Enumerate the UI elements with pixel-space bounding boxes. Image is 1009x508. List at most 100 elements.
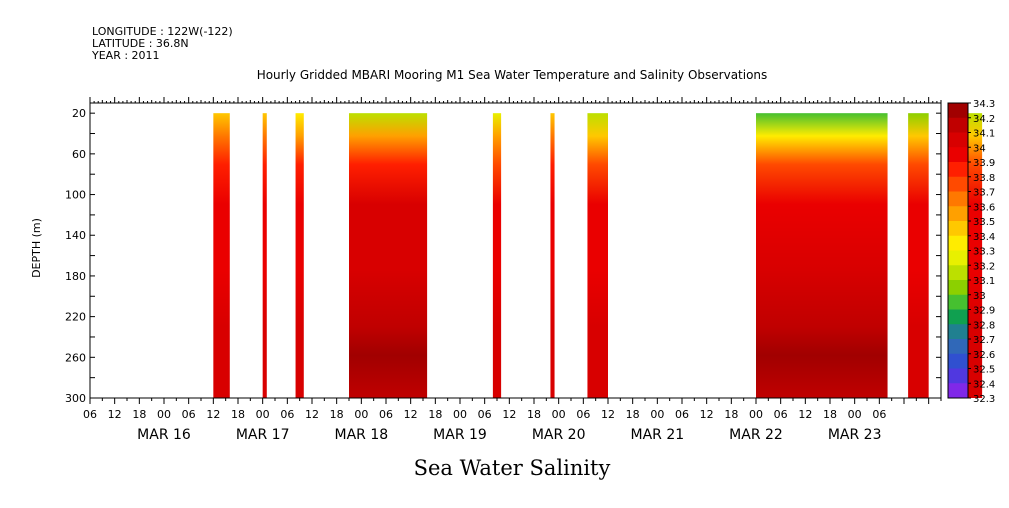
x-tick-label: 00 <box>552 408 566 421</box>
colorbar-swatch <box>948 265 968 281</box>
plot-frame <box>89 102 942 399</box>
data-band <box>349 113 428 398</box>
y-tick-label: 300 <box>65 392 86 405</box>
y-tick-label: 180 <box>65 270 86 283</box>
colorbar-swatch <box>948 103 968 119</box>
colorbar-label: 34.2 <box>973 114 995 125</box>
x-day-label: MAR 16 <box>137 427 191 443</box>
colorbar-swatch <box>948 383 968 399</box>
data-band <box>756 113 888 398</box>
x-tick-label: 00 <box>453 408 467 421</box>
colorbar-label: 32.9 <box>973 306 995 317</box>
variable-title: Sea Water Salinity <box>414 456 611 480</box>
colorbar-swatch <box>948 191 968 207</box>
data-band <box>213 113 230 398</box>
x-tick-label: 06 <box>182 408 196 421</box>
x-tick-label: 12 <box>601 408 615 421</box>
y-tick-label: 140 <box>65 229 86 242</box>
colorbar-swatch <box>948 368 968 384</box>
colorbar-label: 32.6 <box>973 350 995 361</box>
colorbar-swatch <box>948 250 968 266</box>
colorbar-label: 32.3 <box>973 394 995 405</box>
x-day-label: MAR 21 <box>631 427 685 443</box>
colorbar-swatch <box>948 117 968 133</box>
data-band <box>908 113 929 398</box>
data-band <box>492 113 502 398</box>
data-band <box>587 113 608 398</box>
data-band <box>295 113 304 398</box>
x-day-label: MAR 22 <box>729 427 783 443</box>
x-tick-label: 18 <box>527 408 541 421</box>
year-label: YEAR : 2011 <box>91 49 160 62</box>
colorbar-swatch <box>948 280 968 296</box>
colorbar-label: 34.3 <box>973 99 995 110</box>
chart-title: Hourly Gridded MBARI Mooring M1 Sea Wate… <box>257 68 768 82</box>
colorbar-swatch <box>948 162 968 178</box>
x-tick-label: 00 <box>650 408 664 421</box>
colorbar-label: 33 <box>973 291 986 302</box>
y-tick-label: 260 <box>65 351 86 364</box>
colorbar-swatch <box>948 353 968 369</box>
x-tick-label: 06 <box>675 408 689 421</box>
colorbar-label: 33.8 <box>973 173 995 184</box>
x-day-label: MAR 18 <box>335 427 389 443</box>
colorbar-label: 33.7 <box>973 188 995 199</box>
y-tick-label: 20 <box>72 107 86 120</box>
x-day-label: MAR 19 <box>433 427 487 443</box>
x-tick-label: 18 <box>132 408 146 421</box>
x-tick-label: 06 <box>280 408 294 421</box>
colorbar-swatch <box>948 221 968 237</box>
data-bands <box>213 113 983 398</box>
colorbar-label: 33.3 <box>973 247 995 258</box>
colorbar-swatch <box>948 309 968 325</box>
colorbar-label: 33.2 <box>973 261 995 272</box>
colorbar-label: 33.9 <box>973 158 995 169</box>
data-band <box>262 113 267 398</box>
x-tick-label: 12 <box>108 408 122 421</box>
colorbar: 34.3 34.2 34.1 34 33.9 33.8 33.7 33.6 33.5 33.4 33… <box>947 99 995 405</box>
colorbar-swatch <box>948 235 968 251</box>
x-tick-label: 00 <box>848 408 862 421</box>
colorbar-label: 33.6 <box>973 202 995 213</box>
x-tick-label: 18 <box>330 408 344 421</box>
x-tick-label: 00 <box>256 408 270 421</box>
latitude-label: LATITUDE : 36.8N <box>92 37 189 50</box>
y-tick-label: 220 <box>65 311 86 324</box>
x-tick-label: 00 <box>749 408 763 421</box>
x-tick-label: 18 <box>626 408 640 421</box>
x-tick-label: 18 <box>823 408 837 421</box>
x-tick-label: 06 <box>872 408 886 421</box>
x-tick-label: 06 <box>576 408 590 421</box>
colorbar-swatch <box>948 176 968 192</box>
y-tick-label: 100 <box>65 189 86 202</box>
x-tick-label: 12 <box>305 408 319 421</box>
colorbar-label: 33.5 <box>973 217 995 228</box>
colorbar-swatch <box>948 339 968 355</box>
x-tick-label: 18 <box>231 408 245 421</box>
y-tick-label: 60 <box>72 148 86 161</box>
data-band <box>550 113 555 398</box>
colorbar-label: 32.5 <box>973 365 995 376</box>
x-tick-label: 06 <box>83 408 97 421</box>
colorbar-swatch <box>948 324 968 340</box>
colorbar-label: 33.1 <box>973 276 995 287</box>
x-tick-label: 12 <box>798 408 812 421</box>
longitude-label: LONGITUDE : 122W(-122) <box>92 25 233 38</box>
x-tick-label: 12 <box>206 408 220 421</box>
colorbar-label: 34.1 <box>973 129 995 140</box>
y-axis: 20 60 100 140 180 220 260 300 <box>65 107 941 405</box>
x-tick-label: 00 <box>354 408 368 421</box>
x-tick-label: 12 <box>404 408 418 421</box>
colorbar-label: 32.8 <box>973 320 995 331</box>
x-tick-label: 00 <box>157 408 171 421</box>
x-tick-label: 18 <box>428 408 442 421</box>
x-tick-label: 18 <box>724 408 738 421</box>
colorbar-swatch <box>948 294 968 310</box>
x-day-label: MAR 17 <box>236 427 290 443</box>
x-tick-label: 12 <box>502 408 516 421</box>
x-day-label: MAR 23 <box>828 427 882 443</box>
colorbar-swatch <box>948 206 968 222</box>
y-axis-label: DEPTH (m) <box>30 218 43 278</box>
colorbar-swatch <box>948 132 968 148</box>
